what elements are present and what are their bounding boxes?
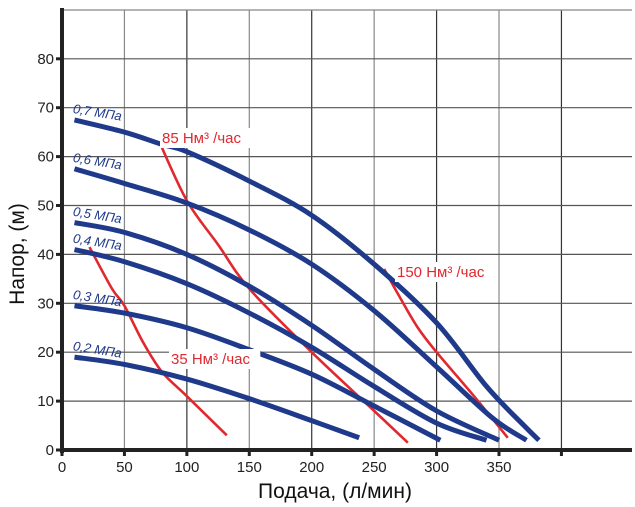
y-tick-label: 70	[37, 100, 54, 117]
x-tick-label: 250	[362, 459, 387, 476]
airflow-label: 150 Нм³ /час	[397, 264, 485, 281]
pressure-curve-06	[73, 166, 528, 443]
pressure-curve-07	[73, 117, 541, 443]
x-tick-label: 300	[424, 459, 449, 476]
pressure-curve-04	[73, 247, 488, 443]
y-tick-label: 40	[37, 246, 54, 263]
airflow-curve-35	[88, 246, 228, 437]
y-tick-label: 0	[46, 442, 54, 459]
y-axis-title: Напор, (м)	[6, 203, 29, 305]
grid	[62, 9, 632, 450]
airflow-label: 35 Нм³ /час	[171, 351, 250, 368]
y-tick-label: 20	[37, 344, 54, 361]
y-tick-label: 30	[37, 295, 54, 312]
pressure-curve-05	[74, 220, 501, 443]
airflow-label-bg	[395, 262, 495, 282]
x-tick-label: 100	[174, 459, 199, 476]
pressure-curve-02	[74, 354, 361, 441]
airflow-curve-85	[158, 141, 409, 444]
y-tick-label: 10	[37, 393, 54, 410]
airflow-label: 85 Нм³ /час	[162, 130, 241, 147]
airflow-label-bg	[160, 128, 252, 148]
y-tick-label: 60	[37, 149, 54, 166]
axes: 0 50 100 150 200 250 300 350 0 10 20 30 40 50 60 70 80	[37, 8, 632, 476]
x-tick-label: 50	[116, 459, 133, 476]
y-tick-label: 50	[37, 198, 54, 215]
x-tick-label: 0	[58, 459, 66, 476]
airflow-curve-150	[383, 268, 509, 439]
x-axis-title: Подача, (л/мин)	[258, 480, 412, 503]
y-tick-label: 80	[37, 51, 54, 68]
x-tick-label: 350	[486, 459, 511, 476]
airflow-label-bg	[169, 349, 261, 369]
x-tick-label: 200	[299, 459, 324, 476]
x-tick-label: 150	[237, 459, 262, 476]
